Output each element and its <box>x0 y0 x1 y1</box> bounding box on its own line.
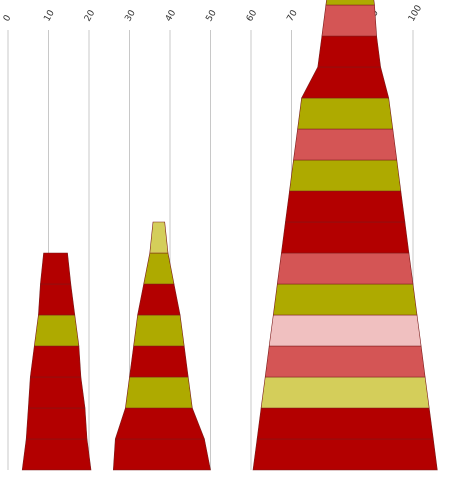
bar-segment <box>256 407 434 440</box>
bar-segment <box>137 283 181 316</box>
bar-segment <box>112 438 211 471</box>
bar-segment <box>129 345 189 378</box>
x-tick-label: 60 <box>245 8 260 23</box>
x-tick-label: 20 <box>83 8 98 23</box>
bar-segment <box>114 407 205 440</box>
bar-segment <box>289 159 402 192</box>
x-tick-label: 10 <box>42 8 57 23</box>
x-tick-label: 50 <box>204 8 219 23</box>
bar-segment <box>325 0 375 6</box>
bar-stacks <box>21 0 438 471</box>
bar-segment <box>276 252 414 285</box>
x-tick-label: 100 <box>407 3 424 23</box>
bar-segment <box>317 35 381 68</box>
bar-segment <box>40 252 72 285</box>
bar-segment <box>281 221 410 254</box>
bar-segment <box>27 376 86 409</box>
bar-segment <box>272 283 418 316</box>
x-tick-label: 30 <box>123 8 138 23</box>
x-tick-label: 40 <box>164 8 179 23</box>
bar-segment <box>29 345 82 378</box>
bar-segment <box>33 314 80 347</box>
bar-segment <box>293 128 398 161</box>
bar-segment <box>133 314 185 347</box>
bar-segment <box>25 407 88 440</box>
bar-segment <box>21 438 92 471</box>
bar-segment <box>301 66 390 99</box>
bar-segment <box>268 314 422 347</box>
x-tick-label: 0 <box>2 13 14 23</box>
bar-segment <box>260 376 430 409</box>
x-tick-label: 70 <box>285 8 300 23</box>
bar-segment <box>125 376 193 409</box>
bar-segment <box>264 345 426 378</box>
bar-segment <box>143 252 175 285</box>
bar-segment <box>285 190 406 223</box>
bar-segment <box>38 283 76 316</box>
bar-segment <box>297 97 394 130</box>
bar-segment <box>321 4 377 37</box>
bar-stack <box>252 0 438 471</box>
bar-stack <box>112 221 211 471</box>
bar-segment <box>252 438 438 471</box>
bar-segment <box>149 221 169 254</box>
bar-stack <box>21 252 92 471</box>
